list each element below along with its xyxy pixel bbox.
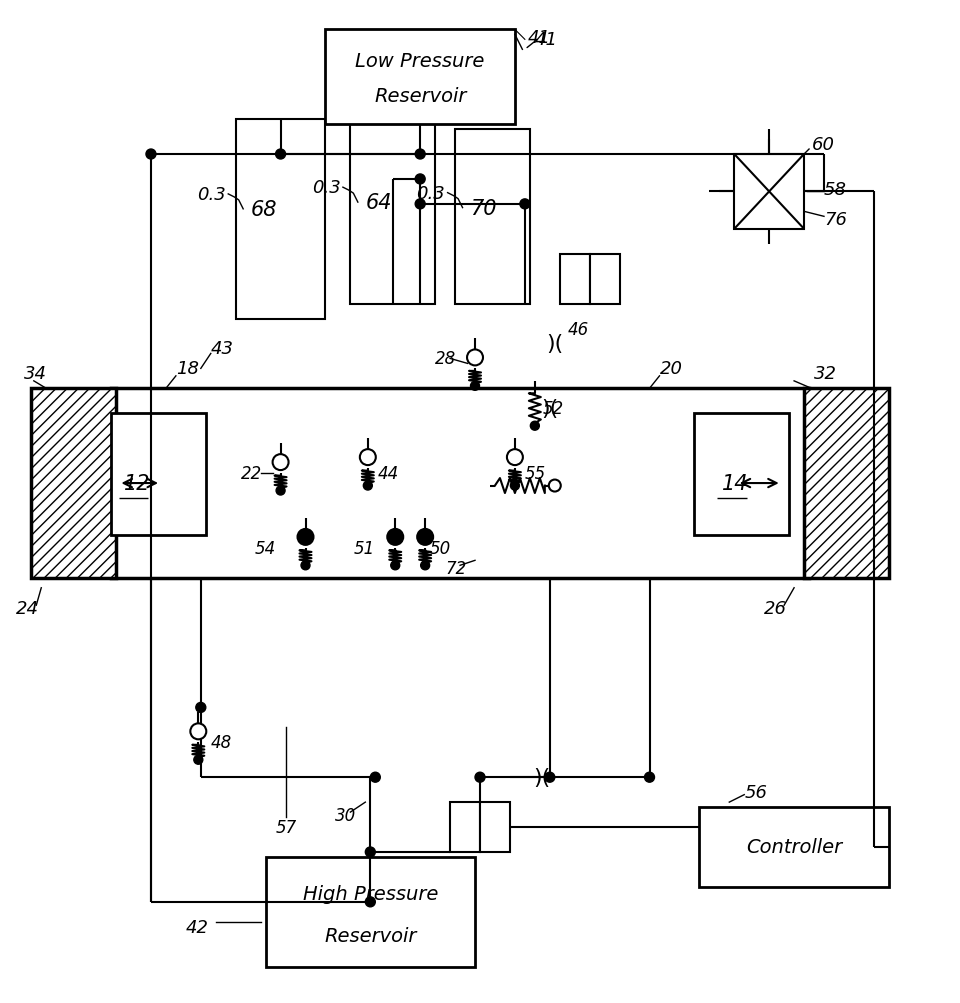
Text: 43: 43: [210, 340, 233, 358]
Circle shape: [190, 723, 206, 739]
Circle shape: [510, 481, 519, 490]
Text: 0.3: 0.3: [197, 186, 226, 204]
Circle shape: [415, 149, 425, 159]
Text: 18: 18: [176, 360, 199, 378]
Circle shape: [300, 562, 310, 571]
Circle shape: [391, 562, 399, 571]
Text: 51: 51: [354, 540, 375, 558]
Text: Low Pressure: Low Pressure: [355, 52, 485, 71]
Circle shape: [420, 562, 429, 571]
Bar: [699, 807, 888, 887]
Circle shape: [530, 422, 540, 430]
Text: 48: 48: [210, 733, 232, 751]
Text: 14: 14: [721, 473, 748, 493]
Circle shape: [146, 149, 156, 159]
Text: 52: 52: [542, 400, 564, 418]
Text: 60: 60: [811, 135, 834, 153]
Text: 68: 68: [251, 200, 277, 220]
Circle shape: [415, 175, 425, 185]
Bar: [111, 389, 808, 578]
Bar: [235, 120, 325, 319]
Bar: [111, 414, 205, 536]
Circle shape: [519, 200, 530, 210]
Bar: [560, 255, 589, 304]
Text: 0.3: 0.3: [311, 179, 340, 197]
Text: 32: 32: [814, 365, 836, 383]
Bar: [450, 802, 480, 853]
Circle shape: [363, 481, 372, 490]
Text: )(: )(: [534, 767, 551, 787]
Bar: [455, 130, 530, 304]
Text: Reservoir: Reservoir: [373, 87, 467, 106]
Bar: [350, 120, 435, 304]
Bar: [266, 858, 475, 967]
Bar: [325, 30, 515, 125]
Text: 42: 42: [185, 918, 208, 936]
Text: 41: 41: [527, 29, 550, 47]
Bar: [589, 255, 619, 304]
Circle shape: [365, 848, 375, 858]
Circle shape: [276, 486, 285, 495]
Bar: [32, 389, 116, 578]
Text: 54: 54: [254, 540, 276, 558]
Text: 55: 55: [524, 464, 546, 482]
Text: 56: 56: [744, 783, 767, 801]
Text: 24: 24: [16, 599, 39, 617]
Text: 72: 72: [444, 560, 467, 578]
Circle shape: [196, 703, 205, 713]
Circle shape: [298, 530, 313, 546]
Circle shape: [194, 755, 203, 764]
Text: 76: 76: [824, 211, 847, 229]
Text: 28: 28: [435, 350, 456, 368]
Bar: [804, 389, 888, 578]
Text: 0.3: 0.3: [416, 185, 444, 203]
Circle shape: [387, 530, 403, 546]
Bar: [480, 802, 510, 853]
Circle shape: [371, 772, 380, 782]
Text: High Pressure: High Pressure: [302, 884, 438, 903]
Text: 12: 12: [124, 473, 150, 493]
Text: 64: 64: [365, 193, 392, 213]
Text: 57: 57: [276, 818, 297, 837]
Text: 50: 50: [430, 540, 451, 558]
Text: 41: 41: [535, 31, 558, 49]
Text: 26: 26: [764, 599, 787, 617]
Text: Reservoir: Reservoir: [324, 927, 417, 946]
Text: 70: 70: [469, 199, 496, 219]
Circle shape: [417, 530, 433, 546]
Circle shape: [273, 454, 288, 470]
Text: )(: )(: [546, 334, 564, 354]
Circle shape: [467, 350, 483, 366]
Circle shape: [365, 897, 375, 907]
Circle shape: [360, 449, 375, 465]
Circle shape: [276, 149, 285, 159]
Text: 20: 20: [660, 360, 683, 378]
Circle shape: [475, 772, 485, 782]
Circle shape: [415, 200, 425, 210]
Circle shape: [544, 772, 555, 782]
Bar: [733, 154, 804, 230]
Circle shape: [548, 480, 561, 492]
Circle shape: [644, 772, 654, 782]
Text: 30: 30: [335, 805, 356, 823]
Circle shape: [470, 382, 479, 391]
Text: )(: )(: [540, 399, 558, 419]
Text: 44: 44: [377, 464, 398, 482]
Text: 46: 46: [567, 320, 588, 338]
Text: 22: 22: [241, 464, 262, 482]
Circle shape: [507, 449, 522, 465]
Bar: [694, 414, 789, 536]
Text: Controller: Controller: [746, 838, 842, 857]
Text: 58: 58: [824, 181, 847, 199]
Text: 34: 34: [24, 365, 47, 383]
